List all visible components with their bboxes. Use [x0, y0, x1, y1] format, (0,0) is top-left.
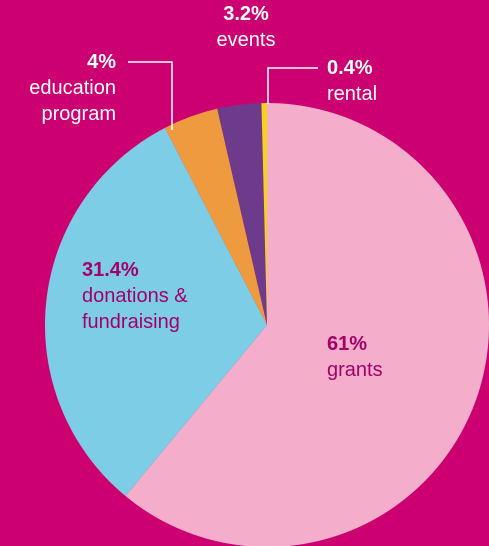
- leader-line: [267, 67, 318, 104]
- slice-label: 3.2% events: [196, 1, 296, 53]
- category-label: grants: [327, 359, 383, 381]
- category-label: rental: [327, 83, 378, 105]
- pie-slice: [164, 108, 267, 326]
- value-label: 0.4%: [327, 57, 373, 79]
- category-label: donations & fundraising: [82, 285, 188, 333]
- pie-slice: [217, 103, 267, 326]
- pie-slice: [44, 127, 267, 497]
- value-label: 61%: [327, 333, 368, 355]
- slice-label: 31.4% donations & fundraising: [82, 257, 217, 335]
- slice-label: 0.4% rental: [327, 55, 427, 107]
- slices: [44, 103, 489, 546]
- pie-slice: [261, 103, 267, 325]
- category-label: education program: [29, 77, 116, 125]
- value-label: 31.4%: [82, 259, 139, 281]
- pie-slice: [125, 103, 489, 546]
- value-label: 4%: [87, 51, 116, 73]
- category-label: events: [216, 29, 276, 51]
- leader-line: [128, 61, 173, 130]
- slice-label: 4% education program: [0, 49, 116, 127]
- value-label: 3.2%: [223, 3, 269, 25]
- slice-label: 61% grants: [327, 331, 467, 383]
